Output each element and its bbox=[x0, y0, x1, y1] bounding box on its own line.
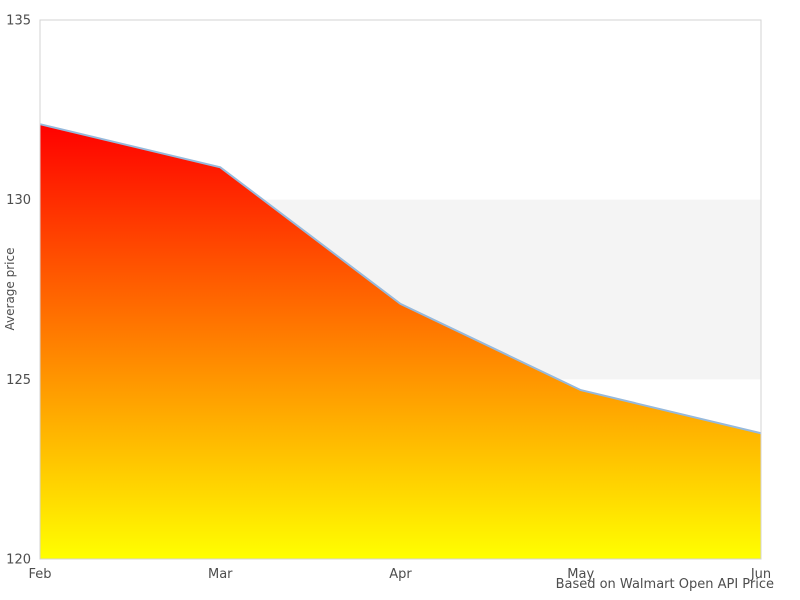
y-tick-label: 135 bbox=[6, 14, 31, 29]
x-tick-label: Feb bbox=[28, 567, 51, 582]
y-tick-label: 120 bbox=[6, 553, 31, 568]
price-line bbox=[39, 123, 762, 435]
y-axis-title: Average price bbox=[3, 247, 17, 331]
chart-caption: Based on Walmart Open API Price bbox=[555, 577, 774, 592]
x-tick-label: May bbox=[567, 567, 594, 582]
y-tick-label: 125 bbox=[6, 373, 31, 388]
x-tick-label: Apr bbox=[389, 567, 412, 582]
x-tick-label: Mar bbox=[208, 567, 233, 582]
area-fill bbox=[40, 124, 761, 559]
x-tick-label: Jun bbox=[750, 567, 771, 582]
plot-border bbox=[39, 19, 762, 560]
y-tick-label: 130 bbox=[6, 193, 31, 208]
